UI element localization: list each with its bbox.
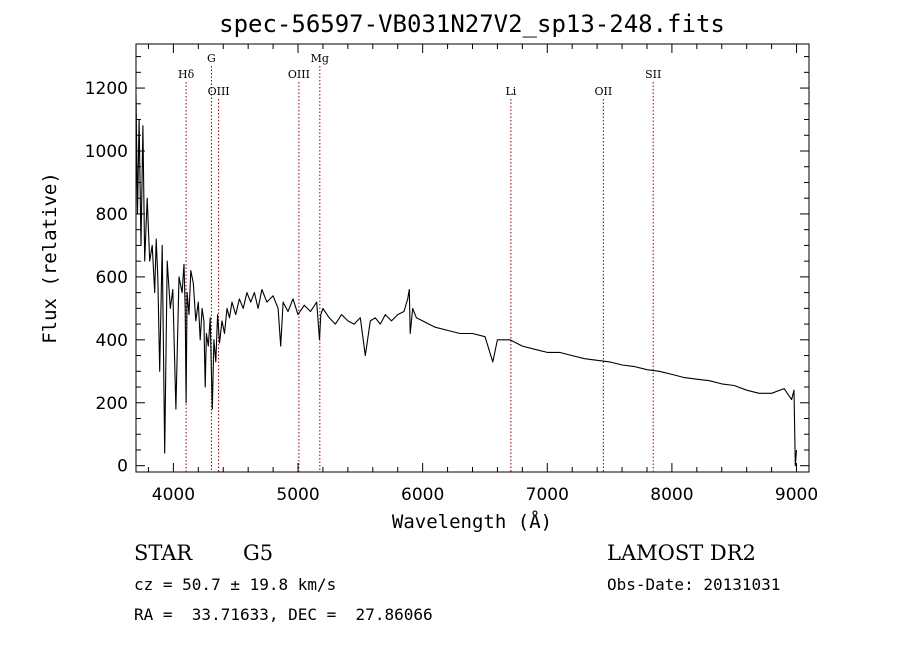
- object-subclass: G5: [243, 541, 273, 565]
- spectral-marker-label: OIII: [208, 85, 230, 98]
- spectral-marker-label: SII: [645, 68, 661, 81]
- spectral-marker-label: Li: [505, 85, 516, 98]
- coordinates-text: RA = 33.71633, DEC = 27.86066: [134, 605, 433, 624]
- y-tick-label: 200: [96, 394, 128, 414]
- object-class: STAR: [134, 541, 193, 565]
- spectral-marker-label: G: [207, 52, 216, 65]
- y-tick-label: 0: [117, 457, 128, 477]
- plot-frame: [135, 43, 810, 473]
- x-axis-label: Wavelength (Å): [392, 510, 552, 533]
- spectral-marker-label: OIII: [288, 68, 310, 81]
- spectrum-series: [135, 94, 798, 467]
- redshift-text: cz = 50.7 ± 19.8 km/s: [134, 575, 336, 594]
- y-axis-label: Flux (relative): [39, 172, 61, 344]
- x-axis-ticks: 4000 5000 6000 7000 8000 9000: [147, 44, 818, 505]
- spectral-marker-label: Mg: [311, 52, 329, 65]
- obs-date: Obs-Date: 20131031: [607, 575, 780, 594]
- x-tick-label: 6000: [401, 485, 444, 505]
- x-tick-label: 7000: [526, 485, 569, 505]
- spectral-marker-label: OII: [595, 85, 613, 98]
- y-tick-label: 800: [96, 205, 128, 225]
- x-tick-label: 8000: [650, 485, 693, 505]
- spectral-marker-label: Hδ: [178, 68, 195, 81]
- chart-title: spec-56597-VB031N27V2_sp13-248.fits: [219, 10, 725, 38]
- y-tick-label: 1000: [85, 142, 128, 162]
- spectrum-line: [135, 94, 798, 467]
- survey-name: LAMOST DR2: [607, 541, 756, 565]
- x-tick-label: 9000: [775, 485, 818, 505]
- y-tick-label: 400: [96, 331, 128, 351]
- y-axis-ticks: 0 200 400 600 800 1000 1200: [85, 56, 809, 477]
- y-tick-label: 1200: [85, 79, 128, 99]
- x-tick-label: 4000: [152, 485, 195, 505]
- y-tick-label: 600: [96, 268, 128, 288]
- x-tick-label: 5000: [276, 485, 319, 505]
